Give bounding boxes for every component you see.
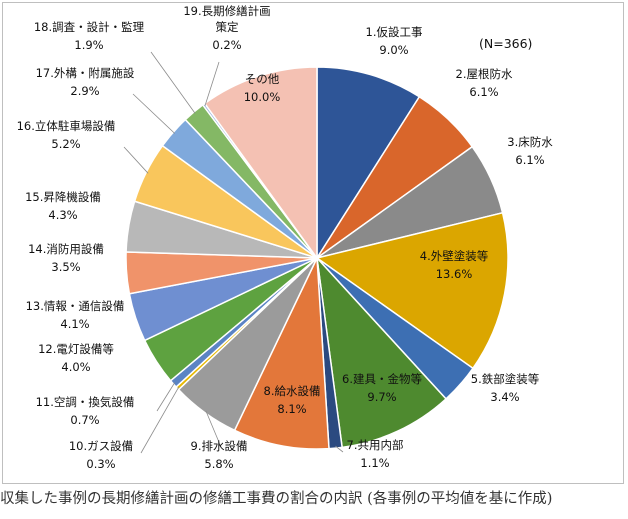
slice-name-18: 18.調査・設計・監理 (34, 20, 145, 34)
slice-value-4: 13.6% (436, 267, 473, 281)
leader-line-10 (140, 386, 180, 454)
slice-value-5: 3.4% (490, 390, 519, 404)
slice-name-11: 11.空調・換気設備 (36, 395, 135, 409)
slice-name-19: 19.長期修繕計画 (183, 4, 270, 18)
slice-value-17: 2.9% (70, 84, 99, 98)
slice-value-11: 0.7% (70, 413, 99, 427)
slice-name-1: 1.仮設工事 (366, 25, 423, 39)
slice-name-10: 10.ガス設備 (69, 439, 133, 453)
slice-name-19: 策定 (216, 20, 239, 34)
leader-line-17 (132, 93, 176, 134)
slice-name-17: 17.外構・附属施設 (36, 66, 135, 80)
slice-value-14: 3.5% (51, 260, 80, 274)
slice-value-18: 1.9% (74, 38, 103, 52)
pie-slice-4 (315, 211, 509, 370)
slice-name-16: 16.立体駐車場設備 (17, 119, 116, 133)
slice-name-4: 4.外壁塗装等 (420, 249, 488, 263)
sample-size-annotation: (N=366) (479, 36, 532, 51)
slice-name-3: 3.床防水 (507, 135, 553, 149)
slice-value-16: 5.2% (51, 137, 80, 151)
slice-value-9: 5.8% (204, 457, 233, 471)
leader-line-7 (335, 445, 344, 453)
slice-name-6: 6.建具・金物等 (342, 372, 422, 386)
pie-slice-8 (233, 255, 330, 450)
slice-value-20: 10.0% (244, 90, 281, 104)
pie-chart: 1.仮設工事 9.0% 2.屋根防水 6.1% 3.床防水 6.1% 4.外壁塗装等 13.6… (17, 4, 554, 471)
leader-line-16 (123, 146, 149, 174)
slice-name-13: 13.情報・通信設備 (26, 299, 125, 313)
pie-slice-1 (316, 66, 421, 261)
leader-lines (123, 51, 344, 454)
leader-line-18 (150, 51, 196, 114)
slice-value-15: 4.3% (48, 208, 77, 222)
slice-name-9: 9.排水設備 (191, 439, 248, 453)
slice-value-6: 9.7% (367, 390, 396, 404)
slice-value-19: 0.2% (212, 38, 241, 52)
slice-value-1: 9.0% (379, 43, 408, 57)
chart-caption: 収集した事例の長期修繕計画の修繕工事費の割合の内訳 (各事例の平均値を基に作成) (0, 491, 553, 507)
slices-layer (125, 66, 509, 450)
slice-value-12: 4.0% (61, 360, 90, 374)
leader-line-11 (156, 382, 176, 412)
slice-value-3: 6.1% (515, 153, 544, 167)
slice-value-7: 1.1% (360, 456, 389, 470)
slice-name-5: 5.鉄部塗装等 (471, 372, 539, 386)
slice-value-8: 8.1% (277, 402, 306, 416)
leader-line-19 (204, 61, 220, 106)
pie-slice-20 (203, 66, 318, 261)
slice-name-12: 12.電灯設備等 (38, 342, 114, 356)
slice-value-13: 4.1% (60, 317, 89, 331)
slice-value-10: 0.3% (86, 457, 115, 471)
slice-name-20: その他 (245, 72, 280, 86)
slice-name-7: 7.共用内部 (347, 438, 404, 452)
slice-name-15: 15.昇降機設備 (25, 190, 101, 204)
slice-name-14: 14.消防用設備 (28, 242, 104, 256)
slice-labels: 1.仮設工事 9.0% 2.屋根防水 6.1% 3.床防水 6.1% 4.外壁塗装等 13.6… (17, 4, 554, 471)
slice-value-2: 6.1% (469, 85, 498, 99)
pie-slice-6 (315, 255, 448, 449)
slice-name-2: 2.屋根防水 (456, 67, 513, 81)
chart-frame: 1.仮設工事 9.0% 2.屋根防水 6.1% 3.床防水 6.1% 4.外壁塗装等 13.6… (2, 2, 624, 484)
slice-name-8: 8.給水設備 (264, 384, 321, 398)
leader-line-9 (205, 410, 222, 448)
